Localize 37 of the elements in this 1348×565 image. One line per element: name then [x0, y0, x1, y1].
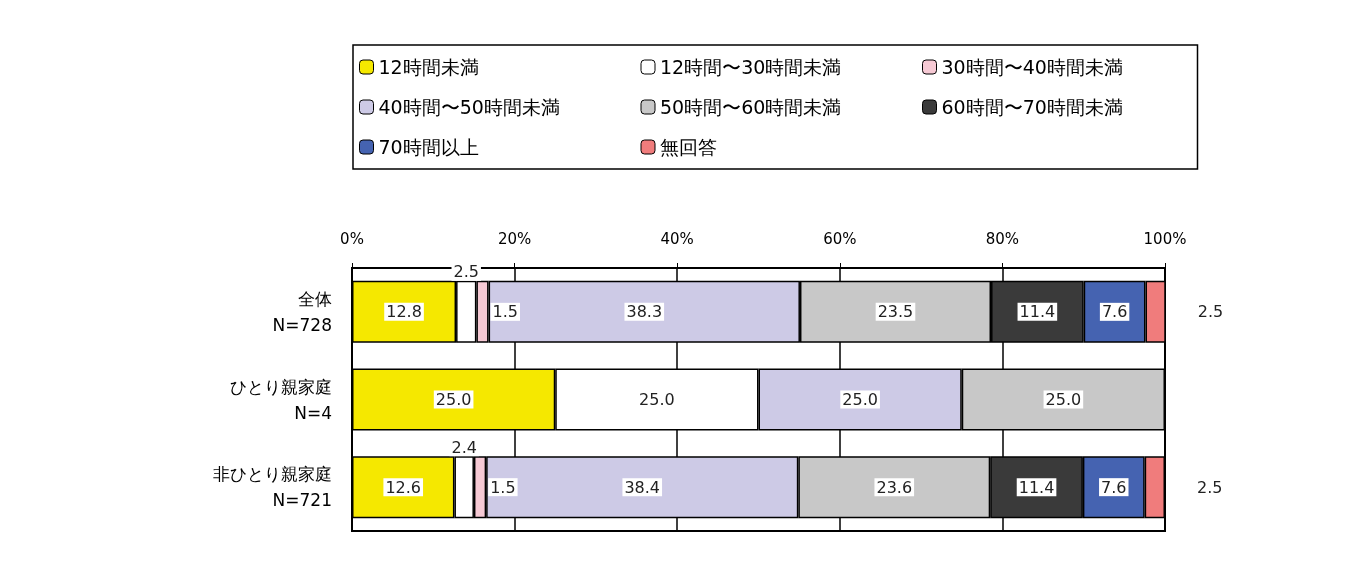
legend-label: 50時間〜60時間未満 [660, 96, 842, 118]
data-label: 2.5 [1197, 477, 1223, 497]
legend-label: 30時間〜40時間未満 [941, 56, 1123, 78]
data-label: 2.4 [451, 437, 477, 457]
legend-label: 無回答 [660, 136, 717, 158]
data-label: 25.0 [435, 390, 472, 409]
y-tick-label: ひとり親家庭 N=4 [230, 376, 332, 423]
x-tick-label: 100% [1143, 229, 1187, 248]
x-tick-label: 80% [985, 229, 1020, 248]
data-label: 2.5 [1197, 302, 1224, 322]
data-label: 23.6 [876, 477, 913, 497]
y-tick-label: 非ひとり親家庭 N=721 [213, 464, 332, 511]
legend-label: 12時間〜30時間未満 [660, 56, 842, 78]
data-label: 7.6 [1101, 477, 1127, 497]
data-label: 2.5 [453, 262, 479, 282]
data-label: 25.0 [1045, 390, 1082, 409]
legend-label: 60時間〜70時間未満 [941, 96, 1123, 118]
data-label: 11.4 [1018, 477, 1055, 497]
y-tick-label: 全体 N=728 [272, 288, 332, 335]
data-label: 12.6 [385, 477, 422, 497]
data-label: 38.3 [626, 302, 663, 322]
data-label: 25.0 [639, 390, 675, 409]
x-tick-label: 20% [497, 229, 532, 248]
data-label: 1.5 [492, 302, 519, 322]
data-label: 38.4 [624, 477, 661, 497]
data-label: 11.4 [1019, 302, 1056, 322]
data-label: 23.5 [877, 302, 914, 322]
legend-label: 12時間未満 [378, 56, 479, 78]
legend-label: 70時間以上 [378, 136, 479, 158]
data-label: 1.5 [490, 477, 516, 497]
x-tick-label: 0% [340, 229, 364, 248]
x-tick-label: 40% [660, 229, 694, 248]
x-tick-label: 60% [823, 229, 857, 248]
legend-label: 40時間〜50時間未満 [378, 96, 560, 118]
data-label: 25.0 [842, 390, 878, 409]
data-label: 7.6 [1101, 302, 1128, 322]
data-label: 12.8 [386, 302, 422, 322]
